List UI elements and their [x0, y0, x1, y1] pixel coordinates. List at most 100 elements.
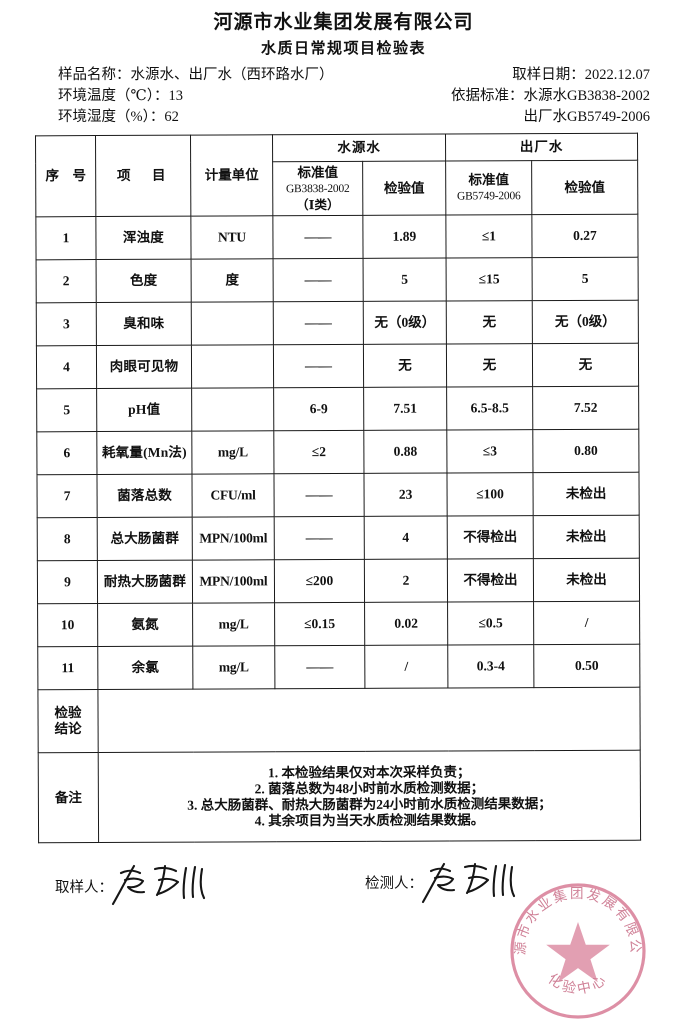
cell-seq: 3 [36, 302, 97, 346]
remark-line: 4. 其余项目为当天水质检测结果数据。 [254, 811, 485, 828]
cell-val_source: 0.88 [363, 430, 447, 474]
cell-val_source: 1.89 [362, 215, 447, 259]
col-header-item: 项 目 [95, 135, 191, 217]
report-title: 水质日常规项目检验表 [260, 41, 426, 57]
sampler-signature-block: 取样人： [55, 864, 206, 906]
cell-item: 氨氮 [97, 603, 193, 647]
cell-std_outlet: 不得检出 [447, 558, 534, 603]
table-head-row-groups: 序 号 项 目 计量单位 水源水 出厂水 [35, 133, 638, 217]
cell-seq: 11 [37, 646, 98, 690]
cell-unit: mg/L [191, 430, 274, 475]
cell-seq: 1 [35, 216, 97, 260]
cell-std_source: —— [273, 258, 364, 302]
col-header-std-source: 标准值 GB3838-2002 （Ⅰ类） [272, 161, 363, 216]
remark-body: 1. 本检验结果仅对本次采样负责； 2. 菌落总数为48小时前水质检测数据； 3. … [98, 750, 641, 843]
tester-signature-block: 检测人： [365, 862, 516, 904]
sampler-label: 取样人： [55, 880, 113, 896]
cell-std_outlet: ≤15 [446, 257, 533, 302]
cell-std_source: ≤200 [274, 559, 365, 603]
cell-std_source: —— [272, 215, 364, 259]
document-header: 河源市水业集团发展有限公司 水质日常规项目检验表 样品名称：水源水、出厂水（西环… [0, 0, 687, 128]
table-row: 3 臭和味 —— 无（0级）无无（0级） [36, 300, 639, 346]
table-body: 1 浑浊度 NTU —— 1.89 ≤1 0.27 2 色度度 —— 5 ≤15 5 3 臭和味 —— 无（0级… [35, 214, 640, 690]
cell-std_source: ≤0.15 [274, 602, 365, 646]
std-source-label: 标准值 [297, 164, 338, 180]
cell-val_outlet: 7.52 [532, 386, 639, 430]
cell-std_outlet: 0.3-4 [447, 644, 534, 689]
ambient-humidity: 环境湿度（%）：62 [58, 109, 179, 125]
cell-seq: 2 [36, 259, 97, 303]
table-foot: 检验 结论 备注 1. 本检验结果仅对本次采样负责； 2. 菌落总数为48小时前水… [37, 687, 641, 843]
cell-item: 浑浊度 [95, 216, 192, 260]
meta-block: 样品名称：水源水、出厂水（西环路水厂） 取样日期：2022.12.07 环境温度… [0, 65, 687, 128]
col-group-source-water: 水源水 [272, 134, 446, 162]
cell-std_outlet: ≤1 [445, 214, 533, 259]
cell-item: pH值 [96, 388, 192, 432]
cell-val_outlet: / [533, 601, 640, 645]
report-table: 序 号 项 目 计量单位 水源水 出厂水 标准值 GB3838-2002 （Ⅰ类… [35, 133, 641, 844]
cell-seq: 7 [36, 474, 98, 518]
cell-item: 臭和味 [96, 302, 192, 346]
cell-val_source: 0.02 [364, 602, 448, 646]
cell-val_outlet: 未检出 [533, 515, 640, 559]
table-row: 4 肉眼可见物 —— 无无无 [36, 343, 639, 389]
cell-std_outlet: 无 [446, 343, 533, 388]
std-outlet-label: 标准值 [468, 171, 509, 187]
cell-val_outlet: 5 [532, 257, 639, 301]
cell-std_outlet: ≤100 [446, 472, 534, 517]
meta-line-sample: 样品名称：水源水、出厂水（西环路水厂） 取样日期：2022.12.07 [58, 65, 650, 86]
sampling-date: 取样日期：2022.12.07 [512, 67, 650, 83]
table-row: 10 氨氮 mg/L ≤0.15 0.02 ≤0.5/ [37, 601, 640, 647]
report-table-wrapper: 序 号 项 目 计量单位 水源水 出厂水 标准值 GB3838-2002 （Ⅰ类… [35, 133, 646, 1019]
cell-std_source: —— [273, 473, 365, 517]
cell-std_source: —— [274, 516, 365, 560]
meta-line-humidity: 环境湿度（%）：62 出厂水GB5749-2006 [58, 107, 650, 128]
cell-unit: CFU/ml [191, 473, 275, 518]
cell-seq: 5 [36, 388, 97, 432]
std-source-class: （Ⅰ类） [296, 197, 340, 212]
meta-line-temperature: 环境温度（℃）：13 依据标准：水源水GB3838-2002 [58, 86, 650, 107]
std-outlet-code: GB5749-2006 [456, 189, 521, 202]
cell-item: 余氯 [97, 646, 193, 690]
cell-std_source: —— [273, 301, 364, 345]
cell-val_outlet: 0.27 [531, 214, 639, 258]
col-header-unit: 计量单位 [190, 134, 273, 217]
cell-unit: NTU [190, 215, 274, 260]
cell-item: 色度 [96, 259, 192, 303]
cell-unit: mg/L [192, 645, 275, 690]
remark-label: 备注 [38, 752, 99, 843]
cell-val_source: 无（0级） [363, 301, 447, 345]
col-header-std-outlet: 标准值 GB5749-2006 [445, 160, 532, 216]
ambient-temperature: 环境温度（℃）：13 [58, 88, 183, 104]
table-row: 8 总大肠菌群 MPN/100ml —— 4 不得检出 未检出 [37, 515, 640, 561]
cell-item: 肉眼可见物 [96, 345, 192, 389]
table-row: 5 pH值 6-9 7.51 6.5-8.5 7.52 [36, 386, 639, 432]
cell-val_source: 23 [363, 473, 448, 517]
conclusion-label-line1: 检验 [54, 705, 82, 721]
conclusion-body [97, 687, 641, 753]
cell-std_outlet: 6.5-8.5 [446, 386, 533, 431]
table-row: 9 耐热大肠菌群 MPN/100ml ≤200 2 不得检出 未检出 [37, 558, 640, 604]
signature-row: 取样人： 检测人： [0, 862, 687, 922]
cell-unit: mg/L [192, 602, 275, 647]
conclusion-label: 检验 结论 [37, 689, 99, 753]
cell-val_outlet: 未检出 [532, 472, 640, 516]
col-header-val-outlet: 检验值 [531, 160, 638, 215]
cell-unit: MPN/100ml [192, 516, 275, 561]
table-row: 2 色度度 —— 5 ≤15 5 [36, 257, 639, 303]
table-row: 6 耗氧量(Mn法) mg/L ≤2 0.88 ≤3 0.80 [36, 429, 639, 475]
cell-std_outlet: 无 [446, 300, 533, 345]
table-row: 7 菌落总数 CFU/ml —— 23 ≤100 未检出 [36, 472, 640, 518]
company-title: 河源市水业集团发展有限公司 [213, 12, 474, 33]
basis-standard-outlet: 出厂水GB5749-2006 [523, 109, 650, 125]
stamp-bottom-text: 化验中心 [545, 971, 609, 998]
cell-std_outlet: ≤3 [446, 429, 533, 474]
cell-val_source: 7.51 [363, 387, 447, 431]
svg-text:化验中心: 化验中心 [545, 971, 612, 998]
cell-item: 总大肠菌群 [97, 517, 193, 561]
cell-std_source: 6-9 [273, 387, 364, 431]
cell-unit: MPN/100ml [192, 559, 275, 604]
cell-std_source: —— [273, 344, 364, 388]
cell-unit [191, 301, 274, 346]
